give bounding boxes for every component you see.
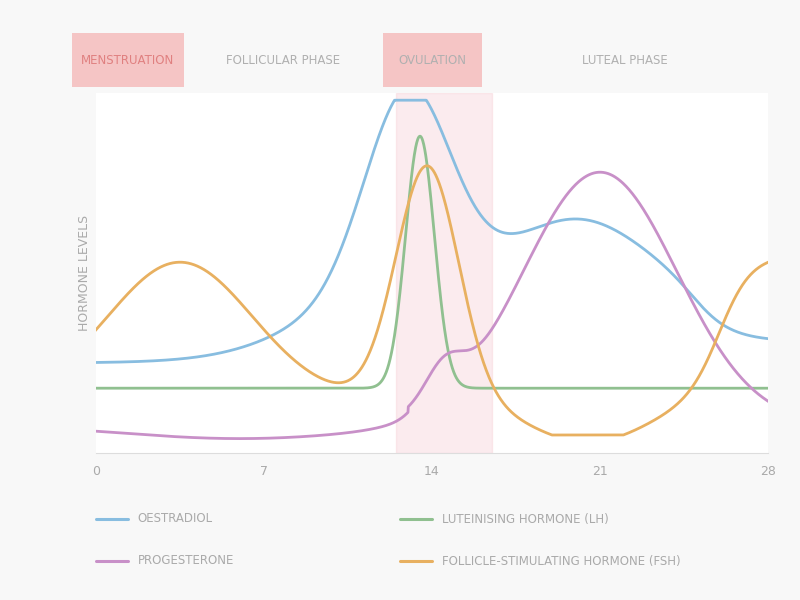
Bar bbox=[382, 33, 482, 87]
Text: FOLLICULAR PHASE: FOLLICULAR PHASE bbox=[226, 53, 340, 67]
Text: PROGESTERONE: PROGESTERONE bbox=[138, 554, 234, 568]
Y-axis label: HORMONE LEVELS: HORMONE LEVELS bbox=[78, 215, 91, 331]
Text: OESTRADIOL: OESTRADIOL bbox=[138, 512, 213, 526]
Bar bbox=[396, 93, 492, 453]
Text: LUTEAL PHASE: LUTEAL PHASE bbox=[582, 53, 668, 67]
Text: FOLLICLE-STIMULATING HORMONE (FSH): FOLLICLE-STIMULATING HORMONE (FSH) bbox=[442, 554, 680, 568]
Text: MENSTRUATION: MENSTRUATION bbox=[82, 53, 174, 67]
Text: LUTEINISING HORMONE (LH): LUTEINISING HORMONE (LH) bbox=[442, 512, 608, 526]
Bar bbox=[72, 33, 184, 87]
Text: OVULATION: OVULATION bbox=[398, 53, 466, 67]
